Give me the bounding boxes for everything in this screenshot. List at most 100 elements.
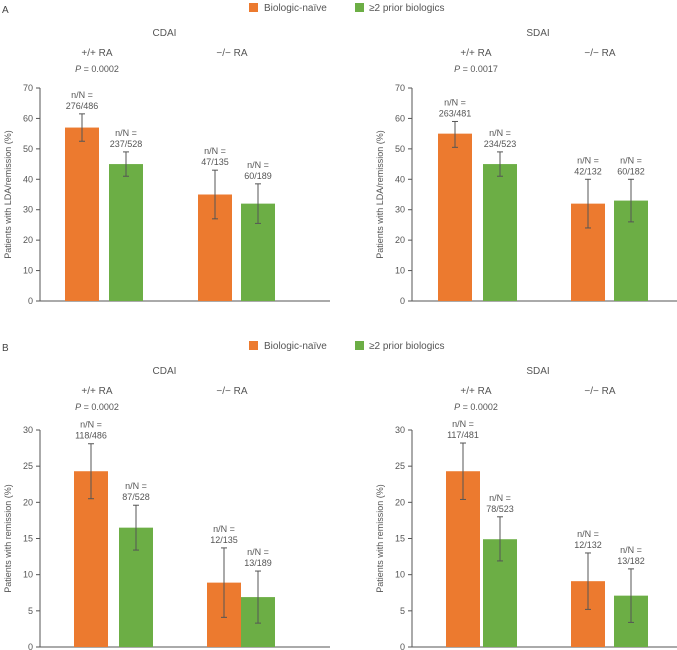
n-label-line1: n/N = xyxy=(489,128,511,138)
n-label-line2: 234/523 xyxy=(484,139,517,149)
y-axis-label: Patients with remission (%) xyxy=(3,484,13,593)
p-symbol: P xyxy=(454,402,460,412)
bar-naive xyxy=(446,471,480,647)
y-tick-label: 10 xyxy=(23,266,33,276)
n-label-line1: n/N = xyxy=(577,529,599,539)
n-label-line1: n/N = xyxy=(577,155,599,165)
bar-naive xyxy=(438,133,472,301)
n-label-line2: 237/528 xyxy=(110,139,143,149)
legend-label-naive: Biologic-naïve xyxy=(264,341,327,352)
y-tick-label: 10 xyxy=(23,570,33,580)
group-label: +/+ RA xyxy=(460,386,491,397)
n-label-line1: n/N = xyxy=(620,155,642,165)
group-label: +/+ RA xyxy=(460,48,491,59)
chart-b-sdai: SDAI 0 5 10 15 20 25 30 Patients with remission … xyxy=(375,366,677,650)
n-label-line2: 276/486 xyxy=(66,101,99,111)
n-label-line1: n/N = xyxy=(213,524,235,534)
p-value-number: = 0.0002 xyxy=(460,402,498,412)
y-tick-label: 5 xyxy=(28,606,33,616)
y-tick-label: 20 xyxy=(395,497,405,507)
y-tick-label: 10 xyxy=(395,266,405,276)
panel-letter-a: A xyxy=(2,5,9,16)
bar-prior xyxy=(109,164,143,301)
n-label-line2: 12/135 xyxy=(210,535,238,545)
chart-title: CDAI xyxy=(153,28,177,39)
n-label-line1: n/N = xyxy=(247,160,269,170)
n-label-line1: n/N = xyxy=(115,128,137,138)
n-label-line1: n/N = xyxy=(125,481,147,491)
p-value: P = 0.0002 xyxy=(75,64,119,74)
n-label-line2: 60/189 xyxy=(244,171,272,181)
n-label-line2: 12/132 xyxy=(574,540,602,550)
n-label-line1: n/N = xyxy=(204,146,226,156)
p-value: P = 0.0002 xyxy=(75,402,119,412)
y-tick-label: 20 xyxy=(23,497,33,507)
p-value-number: = 0.0017 xyxy=(460,64,498,74)
y-tick-label: 0 xyxy=(400,296,405,306)
group-label: +/+ RA xyxy=(81,386,112,397)
n-label-line1: n/N = xyxy=(80,420,102,430)
n-label-line2: 78/523 xyxy=(486,504,514,514)
chart-title: CDAI xyxy=(153,366,177,377)
n-label-line2: 47/135 xyxy=(201,157,229,167)
y-tick-label: 30 xyxy=(23,425,33,435)
n-label-line1: n/N = xyxy=(71,90,93,100)
y-tick-label: 25 xyxy=(395,461,405,471)
y-tick-label: 0 xyxy=(28,642,33,650)
legend-b: Biologic-naïve ≥2 prior biologics xyxy=(249,341,445,352)
legend-a: Biologic-naïve ≥2 prior biologics xyxy=(249,3,445,14)
y-tick-label: 60 xyxy=(395,113,405,123)
p-symbol: P xyxy=(454,64,460,74)
y-tick-label: 5 xyxy=(400,606,405,616)
y-tick-label: 50 xyxy=(23,144,33,154)
y-tick-label: 15 xyxy=(23,534,33,544)
y-axis-label: Patients with LDA/remission (%) xyxy=(375,130,385,259)
y-tick-label: 0 xyxy=(28,296,33,306)
n-label-line2: 117/481 xyxy=(447,430,479,440)
legend-swatch-prior xyxy=(355,3,364,12)
n-label-line2: 60/182 xyxy=(617,166,645,176)
chart-b-cdai: CDAI 0 5 10 15 20 25 30 Patients with remission … xyxy=(3,366,330,650)
n-label-line1: n/N = xyxy=(444,97,466,107)
n-label-line1: n/N = xyxy=(452,419,474,429)
legend-label-prior: ≥2 prior biologics xyxy=(369,341,445,352)
n-label-line2: 13/182 xyxy=(617,556,645,566)
legend-swatch-prior xyxy=(355,341,364,350)
bar-prior xyxy=(483,164,517,301)
y-tick-label: 15 xyxy=(395,534,405,544)
y-tick-label: 50 xyxy=(395,144,405,154)
legend-label-prior: ≥2 prior biologics xyxy=(369,3,445,14)
n-label-line2: 13/189 xyxy=(244,558,272,568)
y-tick-label: 70 xyxy=(23,83,33,93)
n-label-line2: 118/486 xyxy=(75,431,107,441)
legend-label-naive: Biologic-naïve xyxy=(264,3,327,14)
n-label-line2: 87/528 xyxy=(122,492,150,502)
chart-title: SDAI xyxy=(526,366,549,377)
bar-naive xyxy=(74,471,108,647)
chart-a-cdai: CDAI 0 10 20 30 40 50 60 70 Patients with LDA/rem… xyxy=(3,28,330,306)
y-tick-label: 70 xyxy=(395,83,405,93)
n-label-line2: 42/132 xyxy=(574,166,602,176)
p-value: P = 0.0017 xyxy=(454,64,498,74)
p-symbol: P xyxy=(75,64,81,74)
y-tick-label: 60 xyxy=(23,113,33,123)
y-axis-label: Patients with remission (%) xyxy=(375,484,385,593)
bar-naive xyxy=(65,127,99,301)
group-label: −/− RA xyxy=(584,48,615,59)
p-value: P = 0.0002 xyxy=(454,402,498,412)
legend-swatch-naive xyxy=(249,3,258,12)
n-label-line2: 263/481 xyxy=(439,108,472,118)
y-axis-label: Patients with LDA/remission (%) xyxy=(3,130,13,259)
y-tick-label: 20 xyxy=(23,235,33,245)
y-tick-label: 0 xyxy=(400,642,405,650)
chart-title: SDAI xyxy=(526,28,549,39)
y-tick-label: 30 xyxy=(395,205,405,215)
y-tick-label: 20 xyxy=(395,235,405,245)
chart-a-sdai: SDAI 0 10 20 30 40 50 60 70 Patients with LDA/rem… xyxy=(375,28,677,306)
group-label: +/+ RA xyxy=(81,48,112,59)
p-symbol: P xyxy=(75,402,81,412)
y-tick-label: 25 xyxy=(23,461,33,471)
group-label: −/− RA xyxy=(216,48,247,59)
p-value-number: = 0.0002 xyxy=(81,402,119,412)
